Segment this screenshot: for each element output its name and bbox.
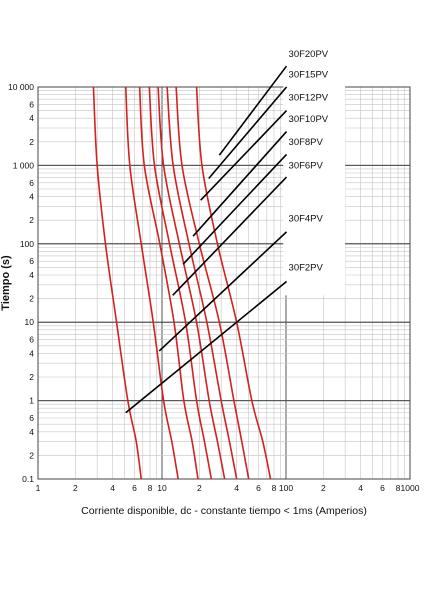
- y-tick-label: 6: [29, 178, 34, 188]
- y-tick-label: 100: [20, 239, 34, 249]
- y-tick-label: 4: [29, 427, 34, 437]
- series-label-30F12PV: 30F12PV: [289, 93, 329, 104]
- x-tick-label: 8: [272, 483, 277, 493]
- y-tick-label: 10 000: [8, 82, 34, 92]
- x-axis-label: Corriente disponible, dc - constante tie…: [81, 505, 367, 517]
- y-tick-label: 0.1: [22, 474, 34, 484]
- y-tick-label: 1: [29, 396, 34, 406]
- y-tick-label: 6: [29, 256, 34, 266]
- series-label-30F8PV: 30F8PV: [289, 137, 324, 148]
- series-curve-30F6PV: [138, 86, 199, 480]
- y-tick-label: 6: [29, 335, 34, 345]
- series-curve-30F12PV: [166, 86, 238, 480]
- x-tick-label: 4: [110, 483, 115, 493]
- leader-line-30F8PV: [182, 153, 288, 265]
- x-tick-label: 6: [132, 483, 137, 493]
- series-label-30F2PV: 30F2PV: [289, 262, 324, 273]
- y-tick-label: 4: [29, 113, 34, 123]
- leader-line-30F2PV: [125, 280, 288, 414]
- leader-line-30F4PV: [158, 231, 288, 352]
- leader-line-30F20PV: [218, 65, 288, 156]
- x-tick-label: 100: [279, 483, 293, 493]
- y-tick-label: 4: [29, 270, 34, 280]
- series-label-30F4PV: 30F4PV: [289, 214, 324, 225]
- series-curve-30F4PV: [124, 86, 179, 480]
- x-tick-label: 8: [396, 483, 401, 493]
- x-tick-label: 2: [197, 483, 202, 493]
- series-curve-30F15PV: [175, 86, 250, 480]
- series-label-30F20PV: 30F20PV: [289, 49, 329, 60]
- x-tick-label: 6: [256, 483, 261, 493]
- x-tick-label: 2: [321, 483, 326, 493]
- y-tick-label: 6: [29, 413, 34, 423]
- leader-line-30F10PV: [192, 131, 288, 237]
- y-tick-label: 4: [29, 192, 34, 202]
- x-tick-label: 1000: [401, 483, 420, 493]
- y-tick-label: 4: [29, 348, 34, 358]
- series-curve-30F2PV: [92, 86, 143, 480]
- series-labels: 30F2PV 30F4PV 30F6PV 30F8PV 30F10PV 30F12PV 30…: [289, 49, 329, 274]
- series-label-30F6PV: 30F6PV: [289, 160, 324, 171]
- x-tick-label: 1: [36, 483, 41, 493]
- x-tick-label: 4: [358, 483, 363, 493]
- y-tick-label: 2: [29, 450, 34, 460]
- y-tick-labels: 10 000 6 4 2 1 000 6 4 2 100 6 4 2 10 6 4 2 1 6 4 2 0.1: [8, 82, 34, 484]
- y-axis-label: Tiempo (s): [0, 255, 12, 311]
- y-tick-label: 1 000: [13, 160, 35, 170]
- x-tick-label: 4: [234, 483, 239, 493]
- y-tick-label: 10: [25, 317, 35, 327]
- x-tick-label: 8: [148, 483, 153, 493]
- label-panel: [283, 73, 346, 296]
- x-tick-label: 2: [73, 483, 78, 493]
- y-tick-label: 2: [29, 215, 34, 225]
- leader-line-30F12PV: [200, 110, 288, 201]
- y-tick-label: 2: [29, 137, 34, 147]
- leader-line-30F6PV: [172, 176, 288, 296]
- series-label-30F15PV: 30F15PV: [289, 69, 329, 80]
- series-leader-lines: [125, 65, 288, 414]
- series-curve-30F8PV: [148, 86, 213, 480]
- x-tick-label: 6: [380, 483, 385, 493]
- y-tick-label: 6: [29, 99, 34, 109]
- y-tick-label: 2: [29, 294, 34, 304]
- x-tick-label: 10: [157, 483, 167, 493]
- series-curve-30F10PV: [157, 86, 226, 480]
- series-label-30F10PV: 30F10PV: [289, 114, 329, 125]
- plot-area: [38, 87, 410, 479]
- leader-line-30F15PV: [208, 86, 288, 180]
- y-tick-label: 2: [29, 372, 34, 382]
- x-tick-labels: 1 2 4 6 8 10 2 4 6 8 100 2 4 6 8 1000: [36, 483, 420, 493]
